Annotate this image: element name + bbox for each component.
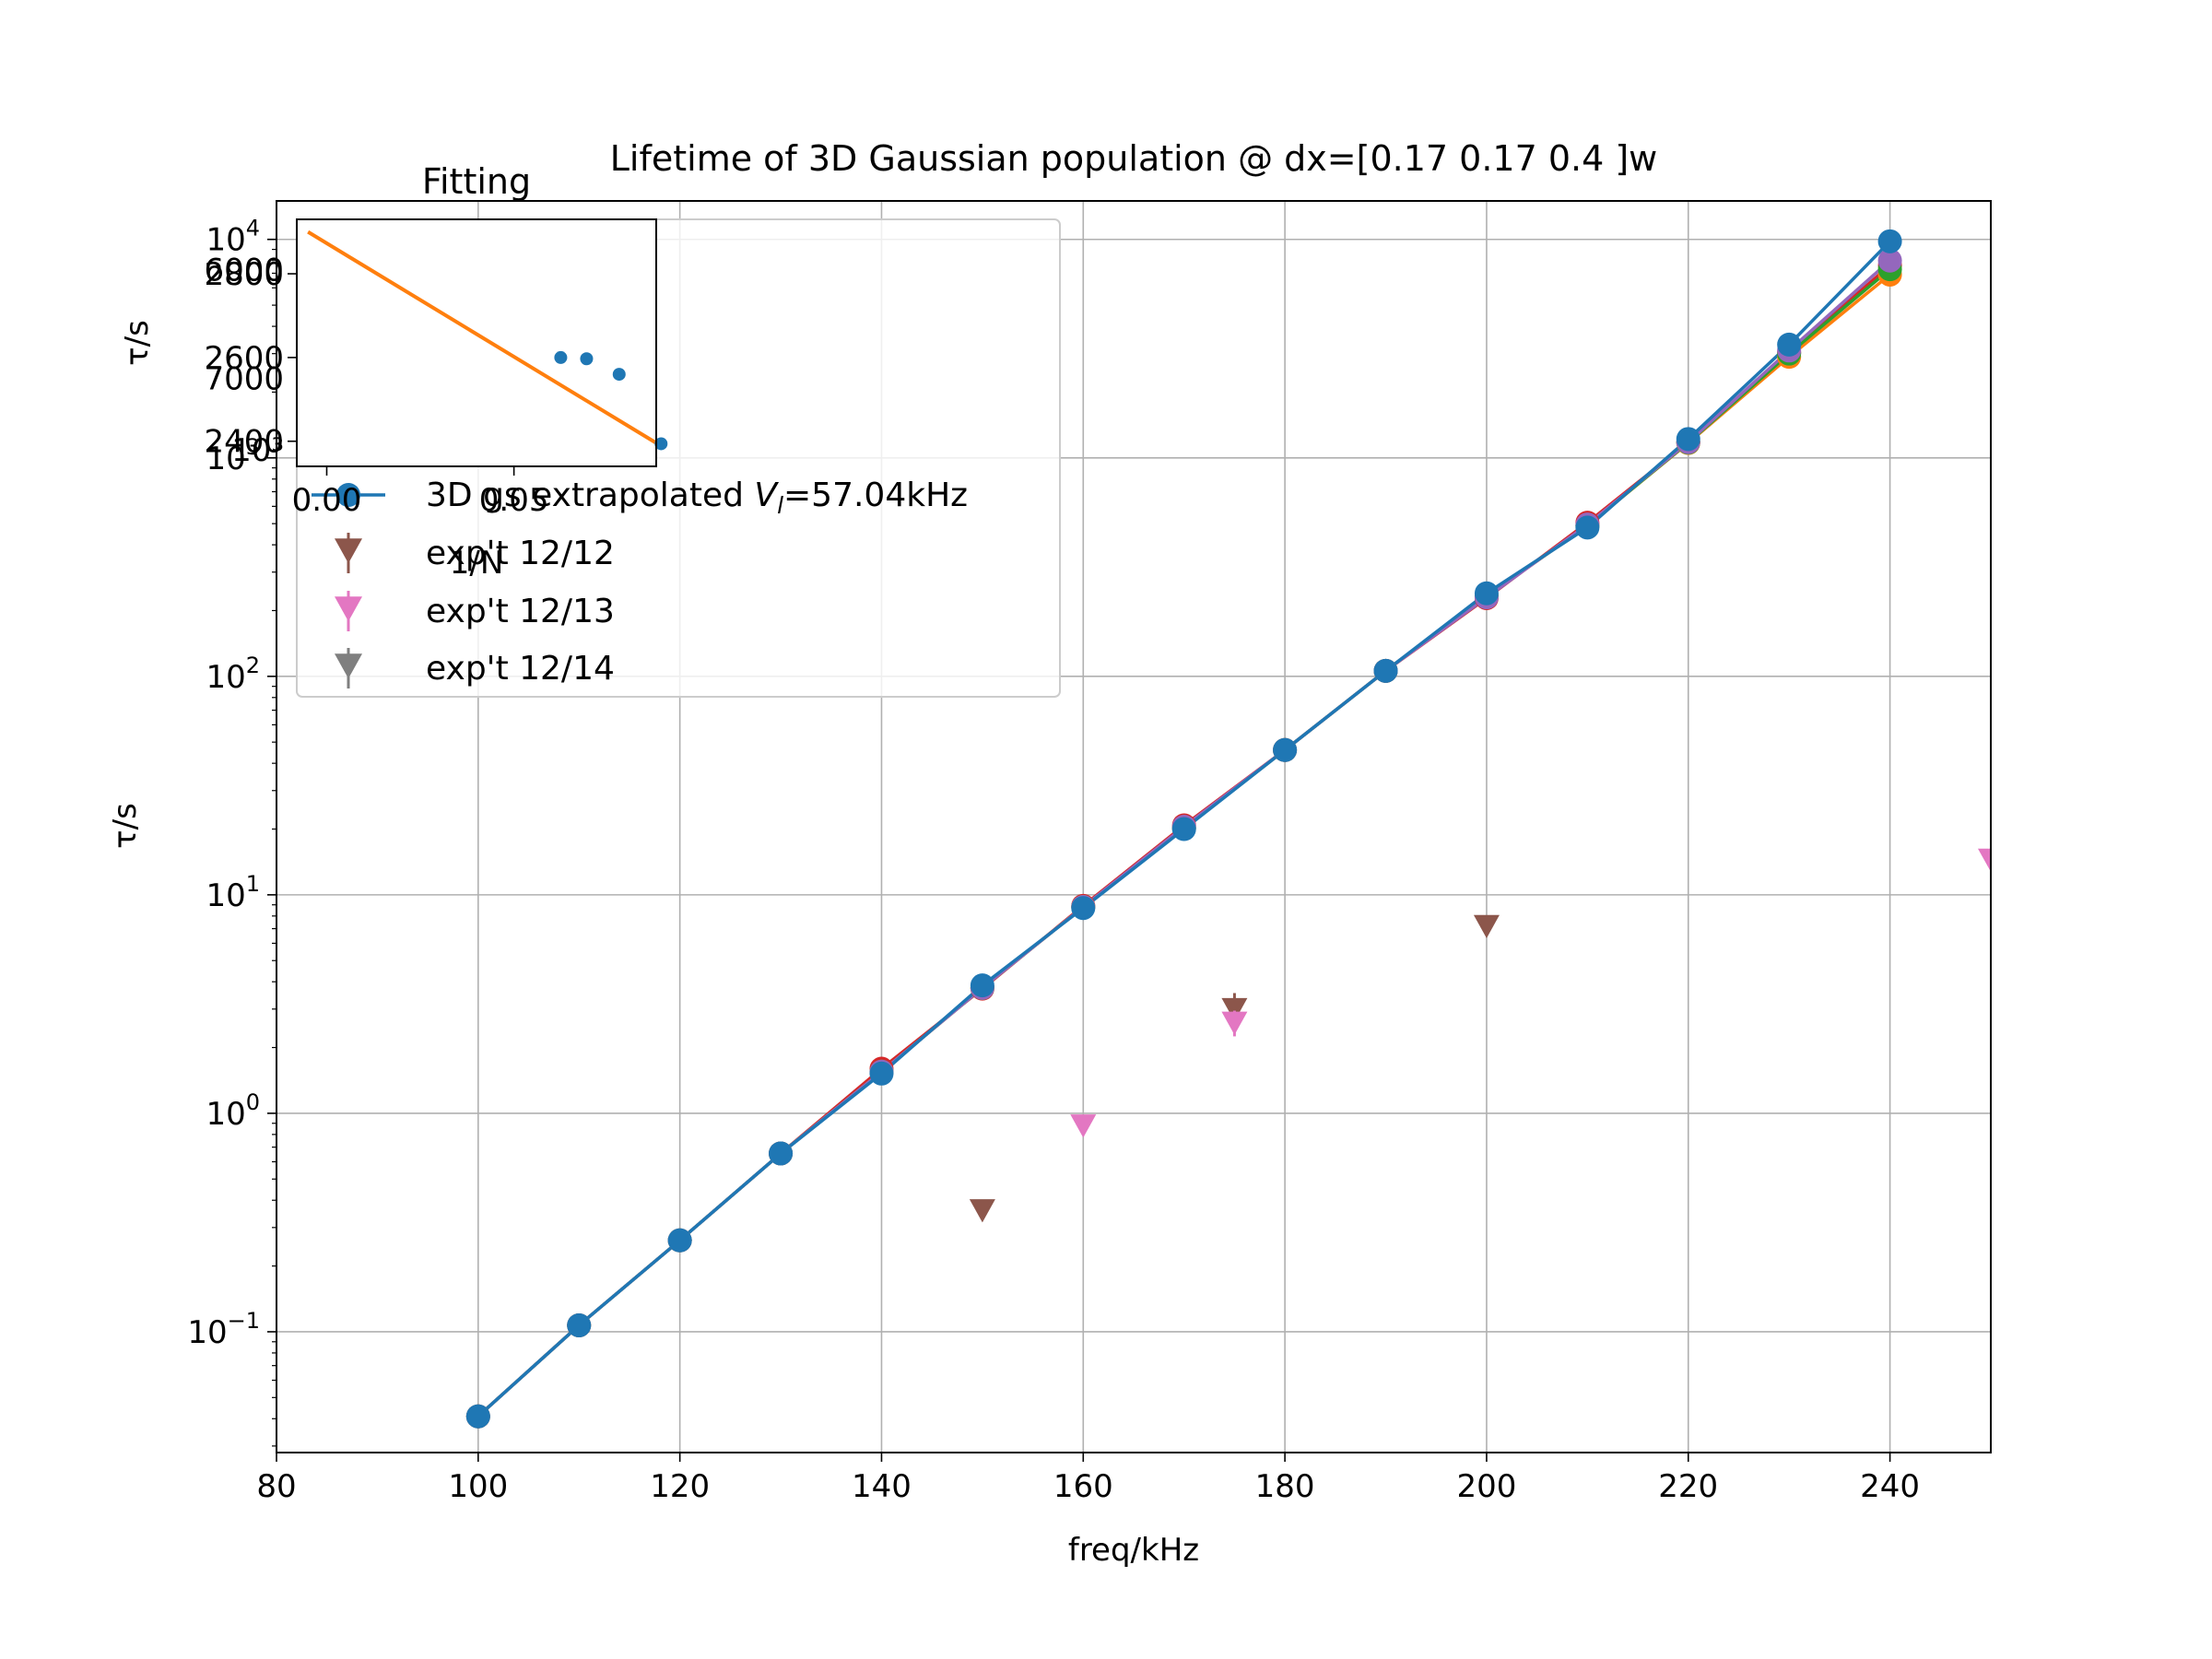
inset-overlap-tick-label: 7000 [204,361,284,398]
inset-x-axis-label: 1/N [450,545,504,582]
inset-data-point [612,368,626,382]
y-tick-label: 103 [206,434,260,477]
x-tick-label: 120 [650,1468,710,1505]
inset-x-tick-label: 0.00 [292,482,362,519]
series-4-point [667,1228,692,1253]
legend-symbol-v: V [754,477,779,514]
inset-y-tick-label: 2800 [204,256,284,293]
x-tick-label: 100 [448,1468,508,1505]
legend-label-4: 3D gs extrapolated Vl=57.04kHz [426,477,968,519]
series-3-point [1877,248,1902,273]
y-tick-label: 10−1 [187,1308,260,1351]
inset-data-point [554,350,568,364]
y-tick-exponent: −1 [228,1308,260,1334]
legend-triangle-2 [335,653,362,679]
series-4-point [1071,896,1096,921]
series-4-point [769,1141,794,1166]
legend-marker-4 [336,483,360,507]
inset-y-tick-label: 2600 [204,340,284,377]
x-tick-label: 200 [1456,1468,1516,1505]
inset-fit-line [307,229,656,445]
y-tick-base: 10 [206,1096,245,1133]
inset-points [554,350,668,451]
legend-suffix: =57.04kHz [783,477,968,514]
legend-triangle-0 [335,538,362,564]
x-tick-label: 80 [256,1468,296,1505]
legend-exp-label-2: exp't 12/14 [426,650,615,688]
series-4-point [970,973,994,998]
inset-data-point [580,352,594,366]
legend-triangle-1 [335,596,362,622]
y-tick-base: 10 [206,877,245,914]
y-tick-exponent: 4 [246,216,260,241]
inset-y-axis-label: τ/s [119,320,156,366]
series-4-point [567,1312,592,1337]
legend-prefix: 3D gs extrapolated [426,477,754,514]
y-tick-label: 100 [206,1089,260,1133]
main-y-axis-label: τ/s [107,803,144,849]
y-tick-exponent: 1 [246,871,260,897]
series-4-point [1273,737,1298,762]
series-4-point [1373,658,1398,683]
y-tick-exponent: 2 [246,653,260,678]
y-tick-label: 102 [206,653,260,696]
exp-point-1 [1070,1114,1097,1138]
y-tick-label: 104 [206,216,260,259]
legend-exp-label-1: exp't 12/13 [426,593,615,630]
main-series-markers [465,229,1902,1429]
series-4-point [1171,817,1196,841]
legend-symbol-sub: l [777,492,783,519]
y-tick-label: 101 [206,871,260,914]
inset-overlap-tick-label: 6000 [204,253,284,289]
series-4-point [1877,229,1902,253]
y-tick-base: 10 [187,1314,227,1351]
inset-x-ticks: 0.00 0.05 [292,466,549,519]
series-4-point [1474,581,1499,606]
x-tick-label: 160 [1053,1468,1113,1505]
exp-point-0 [969,1199,995,1223]
y-tick-exponent: 3 [246,434,260,460]
main-plot-frame [276,200,1992,1453]
x-tick-label: 180 [1255,1468,1315,1505]
experimental-points [969,848,1991,1223]
inset-x-tick-label: 0.05 [479,482,549,519]
main-x-axis-label: freq/kHz [1068,1532,1199,1569]
series-4-point [465,1404,490,1429]
y-tick-exponent: 0 [246,1089,260,1115]
y-tick-base: 10 [206,659,245,696]
exp-point-0 [1221,997,1248,1022]
y-tick-base: 10 [206,222,245,259]
exp-point-1 [1221,1011,1248,1035]
inset-fit-segment [307,229,656,445]
exp-point-1 [1978,848,1991,872]
x-tick-label: 140 [852,1468,912,1505]
x-tick-label: 240 [1860,1468,1920,1505]
x-tick-label: 220 [1658,1468,1718,1505]
main-chart-title: Lifetime of 3D Gaussian population @ dx=… [610,138,1658,179]
series-4-point [1777,332,1802,357]
inset-frame [296,218,657,467]
main-x-ticks: 80 100 120 140 160 180 200 220 240 [256,1453,1920,1505]
inset-y-tick-label: 2400 [204,424,284,461]
inset-title: Fitting [422,161,531,202]
exp-point-0 [1473,914,1500,938]
series-4-point [1676,427,1700,452]
inset-overlap-tick-label: 10³ [231,432,284,469]
legend-exp-label-0: exp't 12/12 [426,535,615,572]
series-4-point [869,1061,894,1086]
y-tick-base: 10 [206,441,245,477]
series-4-point [1575,515,1600,540]
inset-data-point [654,437,668,451]
